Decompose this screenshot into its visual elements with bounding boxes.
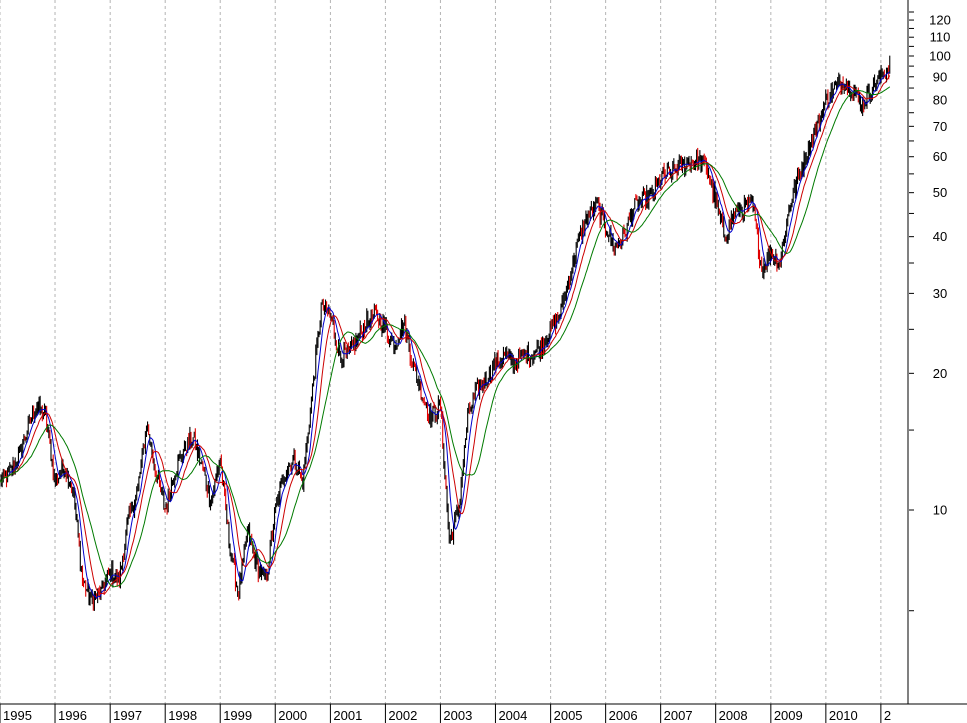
x-tick-label: 2005: [554, 708, 583, 723]
x-axis-background: [0, 704, 967, 723]
x-tick-label: 1995: [3, 708, 32, 723]
y-tick-label: 100: [929, 49, 951, 64]
x-tick-label: 1998: [168, 708, 197, 723]
x-tick-label: 2009: [774, 708, 803, 723]
y-tick-label: 30: [933, 286, 947, 301]
y-tick-label: 60: [933, 149, 947, 164]
ma-long-line: [0, 86, 891, 588]
x-tick-label: 2007: [664, 708, 693, 723]
y-tick-label: 90: [933, 69, 947, 84]
y-tick-label: 40: [933, 229, 947, 244]
x-tick-label: 2010: [829, 708, 858, 723]
y-axis-background: [908, 0, 967, 704]
x-tick-label: 2002: [388, 708, 417, 723]
y-axis: 10 20 30 40 50 60 70 80 90 100 110 120: [907, 0, 967, 704]
x-axis: 1995 1996 1997 1998 1999 2000 2001 2002 2003 2004…: [0, 703, 967, 723]
y-tick-label: 10: [933, 503, 947, 518]
x-tick-label: 1999: [223, 708, 252, 723]
y-tick-label: 120: [929, 13, 951, 28]
y-tick-label: 80: [933, 92, 947, 107]
y-tick-label: 110: [930, 30, 951, 45]
x-tick-label: 2003: [443, 708, 472, 723]
x-tick-label: 2004: [498, 708, 527, 723]
ma-mid-line: [0, 75, 891, 595]
ma-short-line: [0, 71, 891, 600]
x-tick-label: 2001: [333, 708, 362, 723]
moving-averages: [0, 71, 891, 600]
price-bars: [0, 55, 891, 611]
x-tick-label: 2000: [278, 708, 307, 723]
y-tick-label: 50: [933, 185, 947, 200]
x-tick-label: 2008: [719, 708, 748, 723]
y-tick-label: 70: [933, 119, 947, 134]
x-tick-label: 2: [884, 708, 891, 723]
x-tick-label: 1997: [113, 708, 142, 723]
y-tick-label: 20: [933, 366, 947, 381]
x-tick-label: 2006: [609, 708, 638, 723]
x-tick-label: 1996: [58, 708, 87, 723]
